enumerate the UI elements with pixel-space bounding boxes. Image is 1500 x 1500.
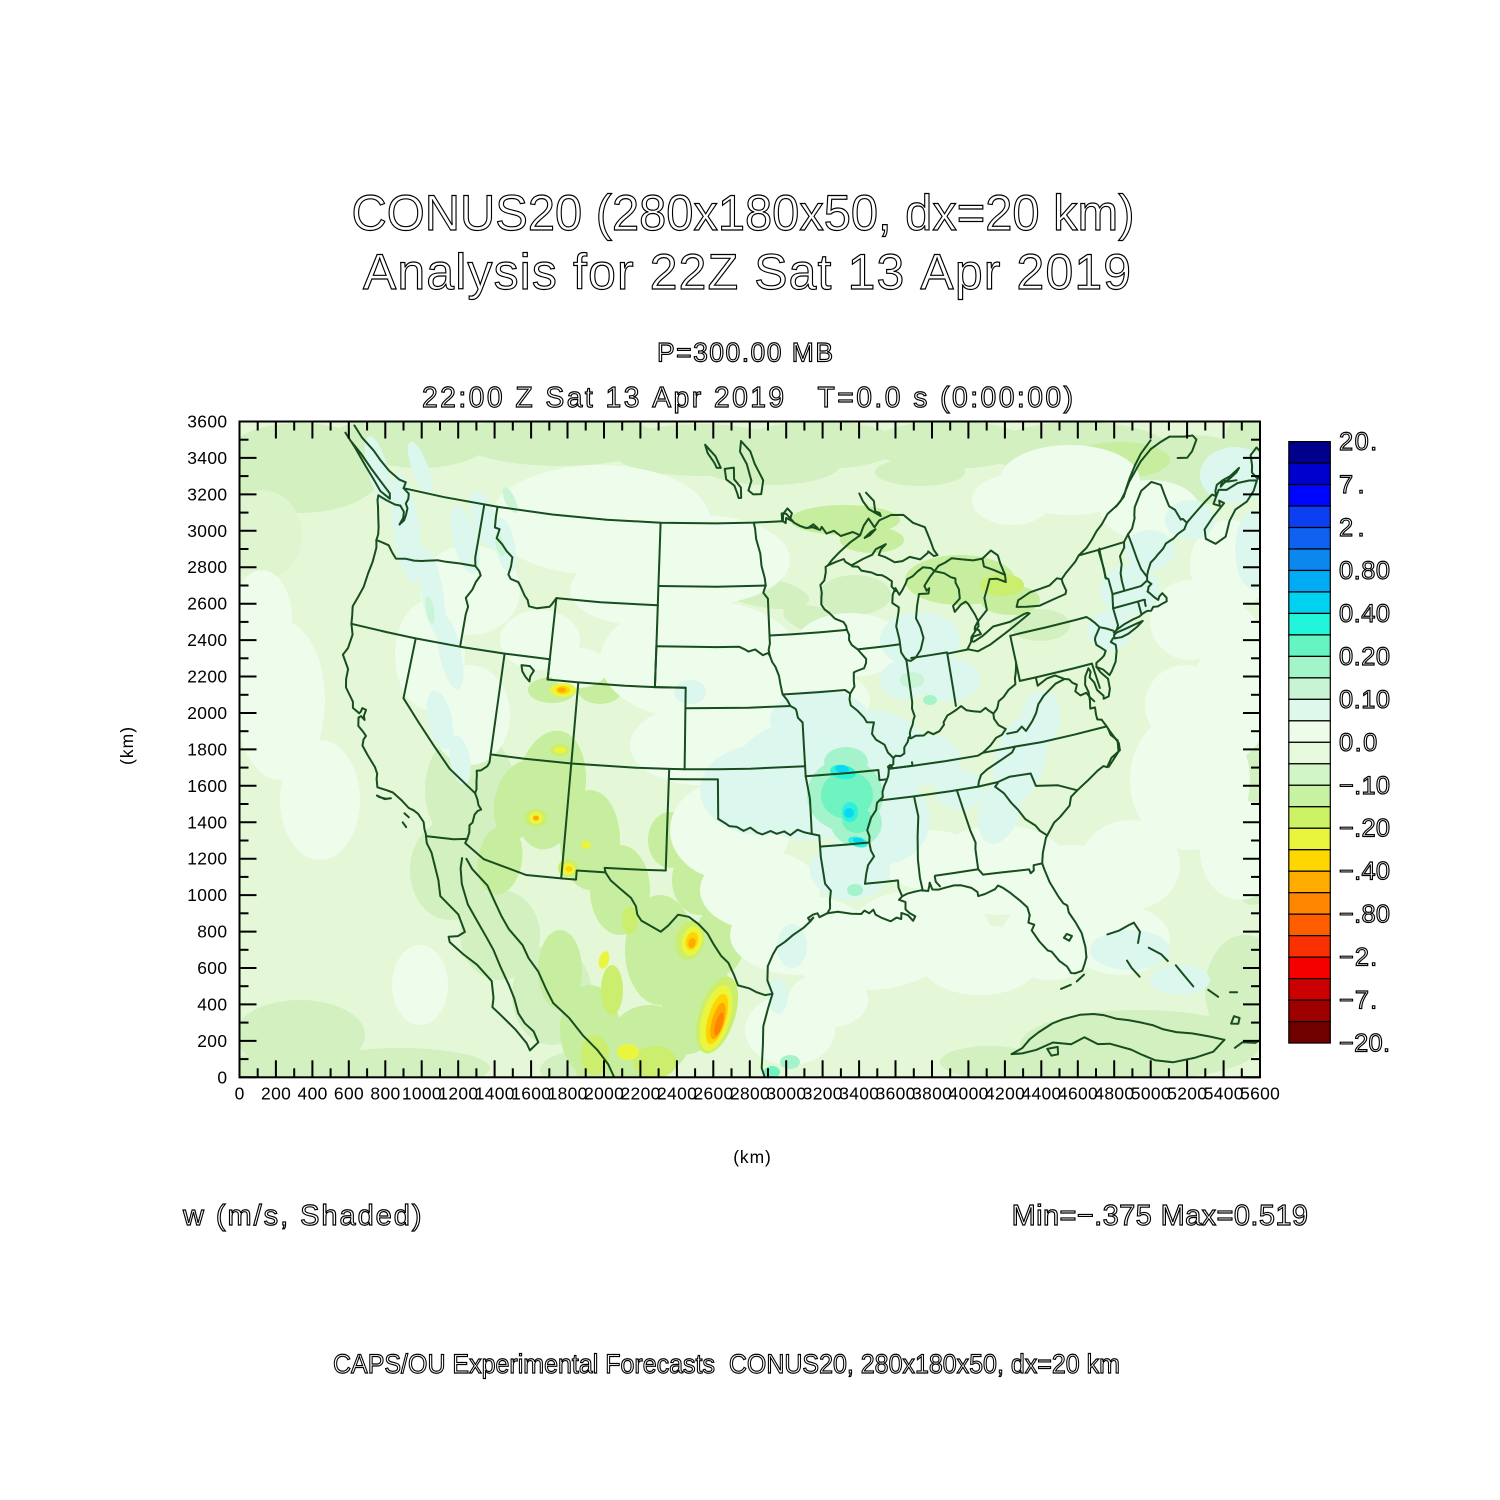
svg-text:3600: 3600 <box>876 1084 916 1104</box>
svg-text:(km): (km) <box>733 1147 771 1167</box>
svg-text:Analysis for 22Z Sat 13 Apr 20: Analysis for 22Z Sat 13 Apr 2019 <box>363 244 1131 300</box>
svg-text:4200: 4200 <box>985 1084 1025 1104</box>
svg-text:4600: 4600 <box>1058 1084 1098 1104</box>
svg-text:5400: 5400 <box>1204 1084 1244 1104</box>
svg-text:1200: 1200 <box>187 849 227 869</box>
svg-text:2800: 2800 <box>730 1084 770 1104</box>
svg-text:−.20: −.20 <box>1339 815 1390 843</box>
svg-text:3000: 3000 <box>187 521 227 541</box>
svg-text:4000: 4000 <box>949 1084 989 1104</box>
svg-text:200: 200 <box>261 1084 291 1104</box>
svg-text:200: 200 <box>197 1031 227 1051</box>
svg-text:2000: 2000 <box>584 1084 624 1104</box>
svg-text:3200: 3200 <box>803 1084 843 1104</box>
svg-text:400: 400 <box>197 994 227 1014</box>
svg-text:400: 400 <box>298 1084 328 1104</box>
svg-text:600: 600 <box>334 1084 364 1104</box>
svg-text:2600: 2600 <box>693 1084 733 1104</box>
svg-text:5200: 5200 <box>1167 1084 1207 1104</box>
svg-text:3800: 3800 <box>912 1084 952 1104</box>
svg-text:1400: 1400 <box>475 1084 515 1104</box>
svg-text:22:00 Z Sat 13 Apr 2019 T=0.: 22:00 Z Sat 13 Apr 2019 T=0.0 s (0:00:00… <box>422 381 1073 413</box>
svg-text:1600: 1600 <box>187 776 227 796</box>
svg-text:0.40: 0.40 <box>1339 600 1390 628</box>
svg-text:2.: 2. <box>1339 514 1365 542</box>
svg-text:0.0: 0.0 <box>1339 729 1377 757</box>
svg-text:−20.: −20. <box>1339 1030 1390 1058</box>
svg-text:20.: 20. <box>1339 428 1377 456</box>
svg-text:800: 800 <box>370 1084 400 1104</box>
svg-text:2400: 2400 <box>657 1084 697 1104</box>
svg-text:600: 600 <box>197 958 227 978</box>
svg-text:4800: 4800 <box>1094 1084 1134 1104</box>
svg-text:1600: 1600 <box>511 1084 551 1104</box>
svg-text:3200: 3200 <box>187 484 227 504</box>
svg-text:CONUS20 (280x180x50, dx=20 km): CONUS20 (280x180x50, dx=20 km) <box>352 185 1135 241</box>
svg-text:−.80: −.80 <box>1339 901 1390 929</box>
svg-text:3400: 3400 <box>187 448 227 468</box>
svg-text:1400: 1400 <box>187 812 227 832</box>
svg-text:−2.: −2. <box>1339 944 1377 972</box>
svg-text:4400: 4400 <box>1021 1084 1061 1104</box>
svg-text:0.20: 0.20 <box>1339 643 1390 671</box>
svg-text:3600: 3600 <box>187 412 227 432</box>
svg-text:3000: 3000 <box>766 1084 806 1104</box>
svg-text:2200: 2200 <box>621 1084 661 1104</box>
svg-text:1200: 1200 <box>438 1084 478 1104</box>
svg-text:2000: 2000 <box>187 703 227 723</box>
svg-text:1000: 1000 <box>402 1084 442 1104</box>
svg-text:0.80: 0.80 <box>1339 557 1390 585</box>
svg-text:(km): (km) <box>117 727 137 765</box>
svg-text:0.10: 0.10 <box>1339 686 1390 714</box>
svg-text:1800: 1800 <box>548 1084 588 1104</box>
svg-text:5600: 5600 <box>1240 1084 1280 1104</box>
svg-text:−.10: −.10 <box>1339 772 1390 800</box>
svg-text:7.: 7. <box>1339 471 1365 499</box>
svg-text:1800: 1800 <box>187 739 227 759</box>
svg-text:−7.: −7. <box>1339 987 1377 1015</box>
svg-text:2400: 2400 <box>187 630 227 650</box>
svg-text:−.40: −.40 <box>1339 858 1390 886</box>
svg-text:0: 0 <box>235 1084 245 1104</box>
svg-text:3400: 3400 <box>839 1084 879 1104</box>
svg-text:CAPS/OU Experimental Forecasts: CAPS/OU Experimental Forecasts CONUS20, … <box>333 1349 1120 1379</box>
svg-text:1000: 1000 <box>187 885 227 905</box>
svg-text:2600: 2600 <box>187 594 227 614</box>
svg-text:w (m/s, Shaded): w (m/s, Shaded) <box>182 1200 422 1232</box>
svg-text:800: 800 <box>197 922 227 942</box>
svg-text:P=300.00 MB: P=300.00 MB <box>657 338 833 368</box>
svg-text:5000: 5000 <box>1131 1084 1171 1104</box>
svg-text:2800: 2800 <box>187 557 227 577</box>
svg-text:Min=−.375 Max=0.519: Min=−.375 Max=0.519 <box>1012 1200 1308 1232</box>
svg-text:0: 0 <box>217 1067 227 1087</box>
svg-text:2200: 2200 <box>187 667 227 687</box>
